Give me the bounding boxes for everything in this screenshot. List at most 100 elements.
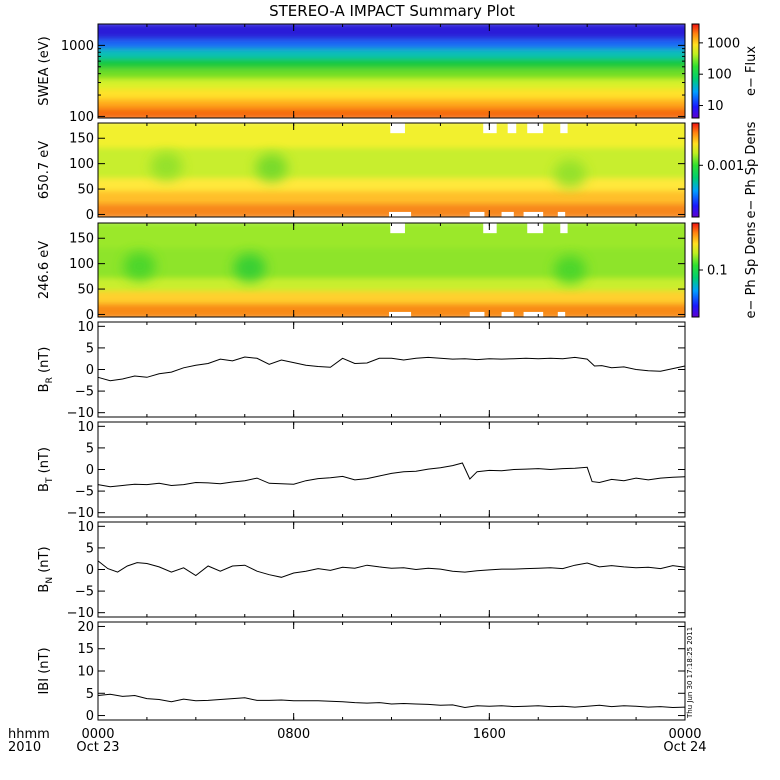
data-gap-3 <box>527 123 544 134</box>
x-corner-label-year: 2010 <box>8 740 41 755</box>
colorbar-tick-label: 10 <box>707 99 724 114</box>
colorbar-label: e− Ph Sp Dens <box>744 221 759 318</box>
panel-bmag: 0 5 10 15 20 IBI (nT) <box>37 620 686 724</box>
y-tick-label: 0 <box>86 308 94 323</box>
data-gap-4 <box>389 311 412 317</box>
x-tick-label-time: 0000 <box>668 727 701 742</box>
colorbar-label: e− Ph Sp Dens <box>744 121 759 218</box>
panel-bt: −10 −5 0 5 10 BT (nT) <box>37 420 686 521</box>
series-line-bt <box>97 462 686 488</box>
y-tick-label: 5 <box>86 541 94 556</box>
panel-pad_246: 0.1 e− Ph Sp Dens 0 50 100 150 246.6 eV <box>37 221 759 323</box>
creation-stamp: Thu Jun 30 17:18:25 2011 <box>686 627 694 719</box>
data-gap-3 <box>560 223 568 234</box>
panel-frame <box>97 321 686 418</box>
colorbar-tick-label: 1000 <box>707 36 740 51</box>
y-label-base: B <box>37 584 52 593</box>
panel-frame <box>97 421 686 518</box>
x-tick-label-date: Oct 23 <box>76 740 119 755</box>
plot-title: STEREO-A IMPACT Summary Plot <box>269 2 515 20</box>
data-gap-0 <box>390 123 405 134</box>
y-axis-bt: −10 −5 0 5 10 <box>67 420 685 521</box>
y-axis-label-swea: SWEA (eV) <box>37 36 52 105</box>
heatmap-blob-1 <box>233 253 266 282</box>
panel-bn: −10 −5 0 5 10 BN (nT) <box>37 520 686 621</box>
y-tick-label: 100 <box>69 257 94 272</box>
heatmap-band-8 <box>98 24 685 40</box>
y-tick-label: 5 <box>86 687 94 702</box>
y-tick-label: 10 <box>77 665 94 680</box>
colorbar-label: e− Flux <box>744 46 759 96</box>
y-tick-label: −5 <box>75 585 94 600</box>
y-label-subscript: R <box>45 377 55 383</box>
colorbar-pad_650: 0.001 e− Ph Sp Dens <box>691 121 759 218</box>
x-tick-label-time: 0800 <box>277 727 310 742</box>
colorbar-tick-label: 100 <box>707 68 732 83</box>
y-tick-label: −5 <box>75 485 94 500</box>
data-gap-7 <box>523 311 544 317</box>
y-tick-label: 100 <box>69 110 94 125</box>
y-tick-label: 0 <box>86 709 94 724</box>
y-tick-label: −10 <box>67 506 94 521</box>
y-tick-label: 10 <box>77 420 94 435</box>
y-tick-label: 150 <box>69 132 94 147</box>
data-gap-5 <box>389 211 412 217</box>
y-axis-swea: 100 1000 <box>61 23 685 125</box>
y-axis-bmag: 0 5 10 15 20 <box>77 620 685 724</box>
heatmap-blob-1 <box>255 153 288 182</box>
data-gap-7 <box>501 211 514 217</box>
heatmap-band-1 <box>98 287 685 304</box>
data-gap-6 <box>501 311 514 317</box>
data-gap-0 <box>390 223 405 234</box>
data-gap-8 <box>557 311 566 317</box>
y-axis-bn: −10 −5 0 5 10 <box>67 520 685 621</box>
heatmap-band-3 <box>98 243 685 279</box>
data-gap-1 <box>483 123 497 134</box>
y-label-unit: (nT) <box>37 347 52 377</box>
y-tick-label: 5 <box>86 441 94 456</box>
y-label-base: IBI <box>37 678 52 695</box>
heatmap-blob-0 <box>123 252 156 281</box>
y-axis-br: −10 −5 0 5 10 <box>67 320 685 421</box>
y-tick-label: 15 <box>77 642 94 657</box>
y-tick-label: 20 <box>77 620 94 635</box>
series-line-bmag <box>97 693 686 709</box>
y-tick-label: 0 <box>86 208 94 223</box>
y-axis-label-bmag: IBI (nT) <box>37 647 52 694</box>
y-tick-label: 0 <box>86 363 94 378</box>
y-label-subscript: N <box>45 577 55 584</box>
panel-br: −10 −5 0 5 10 BR (nT) <box>37 320 686 421</box>
heatmap-band-2 <box>98 174 685 192</box>
colorbar-gradient <box>691 122 700 218</box>
colorbar-pad_246: 0.1 e− Ph Sp Dens <box>691 221 759 318</box>
y-tick-label: −10 <box>67 606 94 621</box>
data-gap-1 <box>483 223 497 234</box>
series-line-br <box>97 356 686 382</box>
data-gap-2 <box>507 123 517 134</box>
y-axis-label-pad_246: 246.6 eV <box>37 241 52 299</box>
data-gap-2 <box>527 223 544 234</box>
y-tick-label: −5 <box>75 385 94 400</box>
y-tick-label: 50 <box>77 183 94 198</box>
heatmap-pad_650 <box>98 123 685 217</box>
heatmap-band-1 <box>98 187 685 204</box>
data-gap-4 <box>560 123 568 134</box>
colorbar-gradient <box>691 222 700 318</box>
y-tick-label: 1000 <box>61 39 94 54</box>
y-tick-label: −10 <box>67 406 94 421</box>
y-label-unit: (nT) <box>37 447 52 477</box>
heatmap-blob-2 <box>554 255 587 284</box>
y-label-unit: (nT) <box>37 647 52 677</box>
x-corner-label-time: hhmm <box>8 727 50 742</box>
heatmap-swea <box>98 24 685 118</box>
y-tick-label: 0 <box>86 563 94 578</box>
x-tick-label-time: 0000 <box>81 727 114 742</box>
y-axis-pad_246: 0 50 100 150 <box>69 232 685 323</box>
heatmap-band-3 <box>98 143 685 179</box>
panel-pad_650: 0.001 e− Ph Sp Dens 0 50 100 150 650.7 eV <box>37 121 759 223</box>
colorbar-tick-label: 0.001 <box>707 159 744 174</box>
colorbar-gradient <box>691 23 700 119</box>
y-tick-label: 50 <box>77 283 94 298</box>
y-tick-label: 10 <box>77 520 94 535</box>
